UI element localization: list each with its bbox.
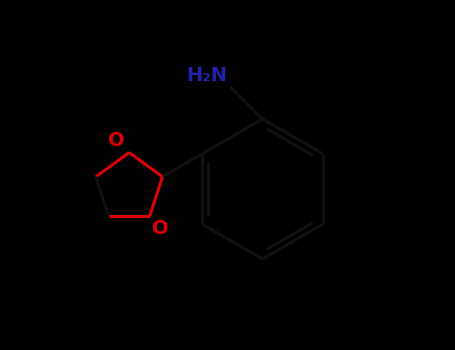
Text: O: O [152, 219, 168, 238]
Text: O: O [108, 131, 125, 150]
Text: H₂N: H₂N [186, 66, 227, 85]
